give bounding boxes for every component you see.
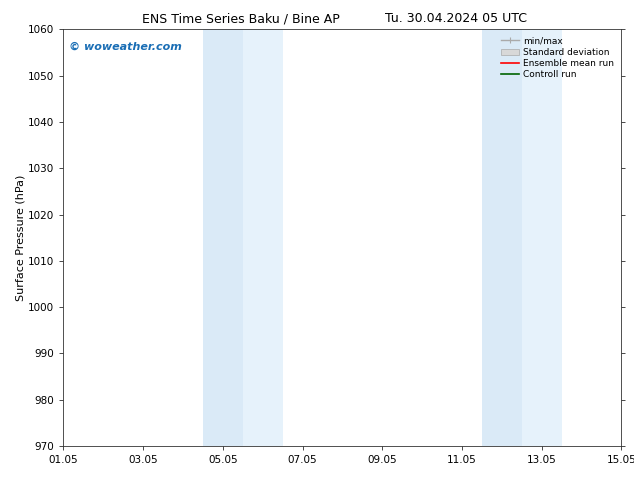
Bar (522, 29, 562, 446)
Text: © woweather.com: © woweather.com (69, 42, 182, 52)
Bar (482, 29, 522, 446)
Text: ENS Time Series Baku / Bine AP: ENS Time Series Baku / Bine AP (142, 12, 340, 25)
Bar (203, 29, 243, 446)
Legend: min/max, Standard deviation, Ensemble mean run, Controll run: min/max, Standard deviation, Ensemble me… (499, 34, 617, 82)
Y-axis label: Surface Pressure (hPa): Surface Pressure (hPa) (15, 174, 25, 301)
Bar (243, 29, 283, 446)
Text: Tu. 30.04.2024 05 UTC: Tu. 30.04.2024 05 UTC (385, 12, 527, 25)
